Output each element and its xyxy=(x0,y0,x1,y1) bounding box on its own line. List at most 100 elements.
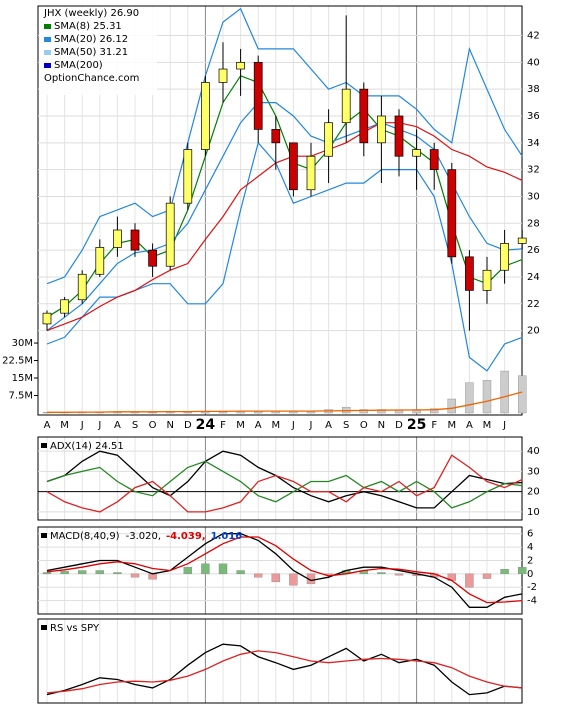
candle-body xyxy=(465,256,474,291)
x-tick-label: N xyxy=(166,420,173,431)
candle-body xyxy=(306,155,316,191)
indicator-line xyxy=(47,391,523,413)
chart-title: JHX (weekly) 26.90 xyxy=(43,8,139,19)
panel-title: ADX(14) 24.51 xyxy=(50,441,124,452)
sma-line xyxy=(46,102,523,332)
candle-body xyxy=(341,88,351,124)
sma-line xyxy=(46,75,523,318)
legend-swatch xyxy=(44,63,51,68)
x-tick-label: F xyxy=(431,420,437,431)
x-tick-label: A xyxy=(44,420,51,431)
x-tick-label: O xyxy=(360,420,368,431)
indicator-line xyxy=(46,533,523,608)
histogram xyxy=(518,566,527,575)
candle-body xyxy=(165,202,175,267)
candle-body xyxy=(377,115,386,144)
bar xyxy=(465,382,474,414)
candle-body xyxy=(60,299,69,314)
y-tick-label: 34 xyxy=(527,138,540,149)
y-tick-label: 0 xyxy=(527,569,533,580)
y-tick-label: 30M xyxy=(12,338,33,349)
bar xyxy=(447,398,456,414)
x-tick-label: M xyxy=(271,420,280,431)
upper-band xyxy=(46,7,523,285)
histogram xyxy=(130,573,140,578)
candle-body xyxy=(236,61,245,70)
indicator-line xyxy=(46,460,523,509)
legend-swatch xyxy=(44,50,51,55)
legend-label: 1.016 xyxy=(211,531,243,542)
candle-body xyxy=(201,82,210,150)
x-tick-label: O xyxy=(149,420,157,431)
legend-label: SMA(200) xyxy=(54,60,103,71)
y-tick-label: 38 xyxy=(527,84,540,95)
x-tick-label: S xyxy=(343,420,349,431)
y-tick-label: 4 xyxy=(527,542,533,553)
histogram xyxy=(218,563,228,575)
x-tick-label: M xyxy=(60,420,69,431)
indicator-line xyxy=(46,650,523,694)
legend-box xyxy=(39,7,157,95)
bar xyxy=(377,409,386,414)
y-tick-label: 22.5M xyxy=(2,356,33,367)
sma-line xyxy=(46,122,523,332)
legend-swatch xyxy=(44,24,51,29)
y-tick-label: 40 xyxy=(527,446,540,457)
indicator-line xyxy=(46,536,523,604)
x-tick-label: A xyxy=(114,420,121,431)
x-tick-label: A xyxy=(325,420,332,431)
y-tick-label: 20 xyxy=(527,487,540,498)
legend-label: -3.020, xyxy=(126,531,161,542)
legend-label: SMA(8) 25.31 xyxy=(54,21,122,32)
legend-swatch xyxy=(41,443,47,448)
x-tick-label: M xyxy=(483,420,492,431)
x-tick-label: A xyxy=(255,420,262,431)
legend-swatch xyxy=(44,37,51,42)
candle-body xyxy=(289,142,298,191)
y-tick-label: 24 xyxy=(527,272,540,283)
legend-label: SMA(20) 26.12 xyxy=(54,34,128,45)
indicator-line xyxy=(46,454,523,513)
legend-label: SMA(50) 31.21 xyxy=(54,47,128,58)
candle-body xyxy=(253,61,263,130)
y-tick-label: 40 xyxy=(527,57,540,68)
histogram xyxy=(60,570,69,575)
candle-body xyxy=(130,229,140,251)
candle-body xyxy=(42,312,52,325)
histogram xyxy=(271,573,280,583)
histogram xyxy=(377,572,386,575)
histogram xyxy=(394,573,404,576)
histogram xyxy=(236,570,245,575)
x-tick-label: S xyxy=(132,420,138,431)
histogram xyxy=(201,563,210,575)
candle-body xyxy=(148,249,157,267)
x-tick-label: J xyxy=(291,420,295,431)
x-tick-label: J xyxy=(80,420,84,431)
x-tick-label: 25 xyxy=(407,417,426,433)
y-tick-label: 36 xyxy=(527,111,540,122)
candle-body xyxy=(77,273,87,301)
histogram xyxy=(113,572,122,575)
candle-body xyxy=(482,269,492,291)
panel-frame xyxy=(37,436,523,521)
watermark: OptionChance.com xyxy=(44,73,139,84)
panel-frame xyxy=(37,5,523,416)
panel-frame xyxy=(37,618,523,704)
x-tick-label: N xyxy=(378,420,385,431)
bar xyxy=(359,409,368,414)
panel-title: RS vs SPY xyxy=(50,623,100,634)
y-tick-label: 42 xyxy=(527,31,540,42)
histogram xyxy=(253,573,263,578)
legend-label: -4.039, xyxy=(166,531,206,542)
histogram xyxy=(95,570,105,575)
y-tick-label: 26 xyxy=(527,245,540,256)
x-tick-label: M xyxy=(447,420,456,431)
histogram xyxy=(77,570,87,575)
x-tick-label: J xyxy=(502,420,506,431)
histogram xyxy=(500,568,509,575)
candle-body xyxy=(412,149,421,157)
y-tick-label: 32 xyxy=(527,165,540,176)
candle-body xyxy=(359,88,369,144)
